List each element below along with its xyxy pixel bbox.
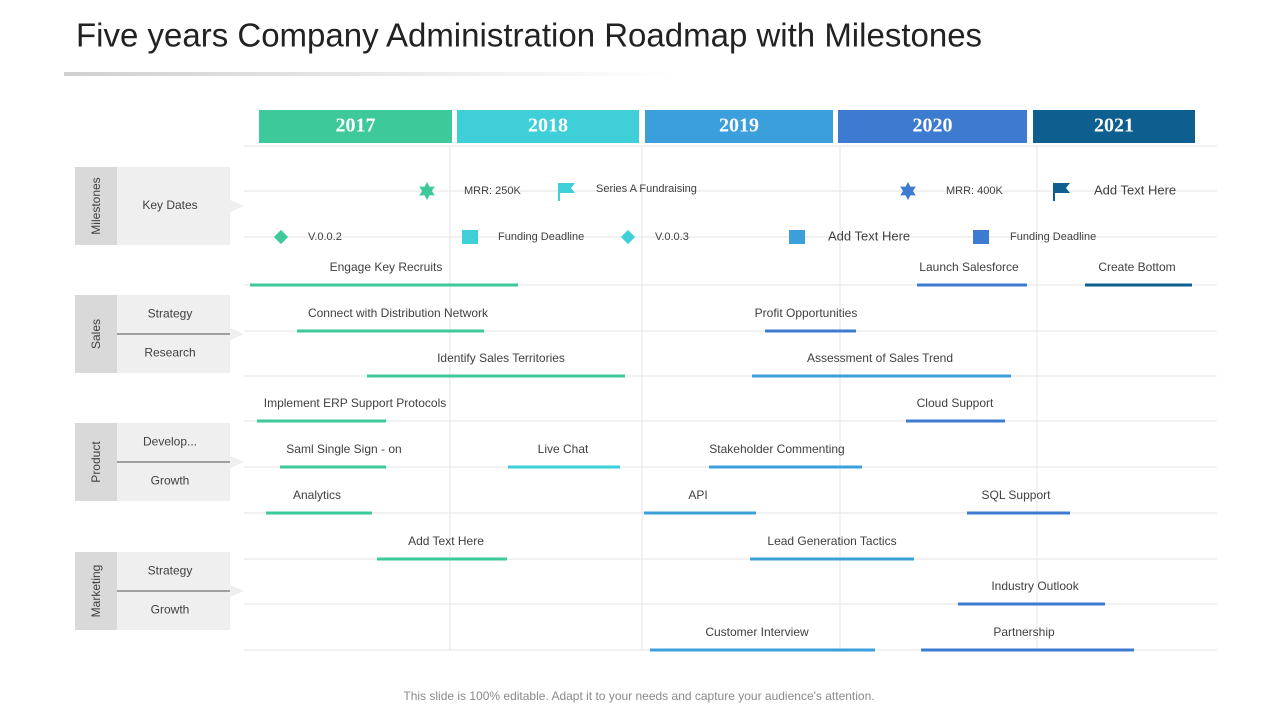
milestone-label: MRR: 400K — [946, 185, 1004, 197]
row-arrow — [230, 585, 244, 597]
year-label: 2017 — [336, 115, 376, 137]
row-arrow — [230, 328, 244, 340]
year-header — [457, 110, 639, 143]
group-label: Milestones — [89, 177, 103, 234]
row-label: Strategy — [148, 564, 193, 578]
row-label: Growth — [151, 474, 190, 488]
year-header — [1033, 110, 1195, 143]
milestone-icon — [273, 229, 289, 245]
task-label: Analytics — [293, 488, 341, 502]
milestone-label: V.0.0.2 — [308, 231, 342, 243]
group-box — [75, 295, 117, 373]
year-header — [259, 110, 452, 143]
year-label: 2020 — [913, 115, 953, 137]
milestone-icon — [559, 183, 575, 193]
group-box — [75, 423, 117, 501]
task-label: Launch Salesforce — [919, 260, 1019, 274]
milestone-label: Add Text Here — [828, 228, 910, 243]
title-underline — [64, 72, 680, 76]
task-label: Industry Outlook — [991, 579, 1079, 593]
milestone-label: Series A Fundraising — [596, 183, 697, 195]
year-label: 2021 — [1094, 115, 1134, 137]
row-box — [117, 167, 230, 245]
task-label: Assessment of Sales Trend — [807, 351, 953, 365]
milestone-icon — [973, 230, 989, 244]
group-label: Sales — [89, 319, 103, 349]
row-label: Research — [144, 346, 195, 360]
task-label: Partnership — [993, 625, 1055, 639]
group-label: Marketing — [89, 565, 103, 618]
task-label: SQL Support — [982, 488, 1052, 502]
milestone-icon — [789, 230, 805, 244]
year-label: 2018 — [528, 115, 568, 137]
group-box — [75, 552, 117, 630]
row-label: Develop... — [143, 435, 197, 449]
year-header — [645, 110, 833, 143]
task-label: Stakeholder Commenting — [709, 442, 844, 456]
row-label: Growth — [151, 603, 190, 617]
task-label: Connect with Distribution Network — [308, 306, 489, 320]
task-label: Add Text Here — [408, 534, 484, 548]
year-label: 2019 — [719, 115, 759, 137]
task-label: Customer Interview — [705, 625, 809, 639]
task-label: API — [688, 488, 707, 502]
milestone-icon — [419, 182, 435, 200]
milestone-label: V.0.0.3 — [655, 231, 689, 243]
task-label: Cloud Support — [917, 396, 994, 410]
milestone-icon — [900, 182, 916, 200]
task-label: Saml Single Sign - on — [286, 442, 401, 456]
row-arrow — [230, 456, 244, 468]
task-label: Lead Generation Tactics — [767, 534, 896, 548]
task-label: Implement ERP Support Protocols — [264, 396, 447, 410]
milestone-label: Add Text Here — [1094, 182, 1176, 197]
milestone-icon — [620, 229, 636, 245]
group-box — [75, 167, 117, 245]
task-label: Profit Opportunities — [755, 306, 858, 320]
milestone-label: Funding Deadline — [498, 231, 584, 243]
row-arrow — [230, 200, 244, 212]
year-header — [838, 110, 1027, 143]
group-label: Product — [89, 441, 103, 483]
milestone-icon — [462, 230, 478, 244]
row-label: Strategy — [148, 307, 193, 321]
milestone-label: Funding Deadline — [1010, 231, 1096, 243]
row-label: Key Dates — [142, 198, 197, 212]
footer: This slide is 100% editable. Adapt it to… — [403, 689, 874, 703]
milestone-label: MRR: 250K — [464, 185, 522, 197]
title: Five years Company Administration Roadma… — [76, 17, 982, 54]
task-label: Live Chat — [538, 442, 589, 456]
milestone-icon — [1054, 183, 1070, 193]
task-label: Engage Key Recruits — [330, 260, 443, 274]
task-label: Identify Sales Territories — [437, 351, 565, 365]
task-label: Create Bottom — [1098, 260, 1175, 274]
